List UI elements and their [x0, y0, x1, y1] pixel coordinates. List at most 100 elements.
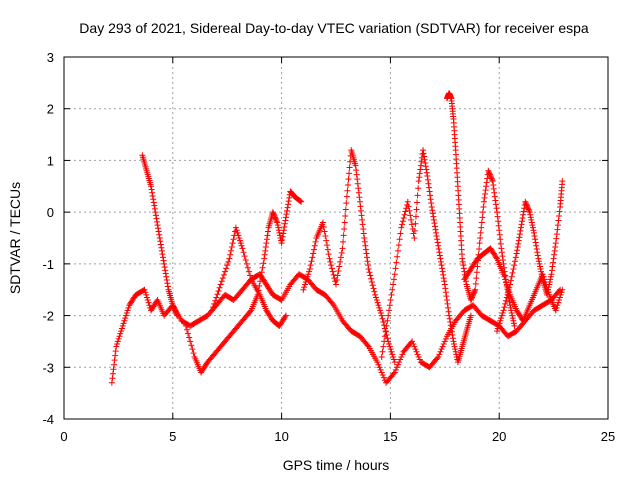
data-point: [540, 273, 547, 280]
data-point: [459, 258, 466, 265]
data-point: [112, 352, 119, 359]
data-point: [259, 264, 266, 271]
data-point: [556, 294, 563, 301]
data-point: [393, 259, 400, 266]
data-point: [446, 312, 453, 319]
data-point: [500, 307, 507, 314]
data-point: [309, 254, 316, 261]
data-point: [424, 172, 431, 179]
data-point: [279, 233, 286, 240]
data-point: [190, 350, 197, 357]
data-point: [334, 272, 341, 279]
grid-lines: [64, 57, 608, 419]
y-tick-label: -2: [42, 309, 54, 324]
data-point: [442, 289, 449, 296]
data-point: [263, 236, 270, 243]
data-point: [125, 304, 132, 311]
data-point: [493, 254, 500, 261]
data-point: [517, 224, 524, 231]
data-point: [492, 201, 499, 208]
data-point: [157, 241, 164, 248]
data-point: [363, 250, 370, 257]
data-point: [503, 297, 509, 304]
data-point: [359, 216, 366, 223]
data-point: [503, 294, 510, 301]
data-point: [452, 346, 459, 353]
data-point: [414, 199, 421, 206]
series-sat-e: [300, 147, 398, 366]
data-point: [353, 167, 360, 174]
data-point: [482, 191, 489, 198]
data-point: [437, 258, 444, 265]
data-point: [378, 312, 385, 319]
data-point: [434, 236, 441, 243]
data-point: [435, 245, 442, 252]
data-point: [517, 227, 524, 234]
data-point: [386, 341, 393, 348]
data-point: [413, 206, 420, 213]
data-point: [312, 238, 319, 245]
data-point: [164, 280, 171, 287]
data-point: [142, 289, 149, 296]
data-point: [533, 245, 540, 252]
data-point: [469, 293, 476, 300]
data-point: [356, 198, 363, 205]
data-point: [144, 297, 151, 304]
data-point: [280, 230, 287, 237]
data-point: [240, 249, 247, 256]
data-point: [362, 242, 369, 249]
data-point: [274, 219, 281, 226]
data-point: [523, 202, 530, 209]
data-point: [310, 250, 317, 257]
data-point: [114, 338, 121, 345]
data-point: [542, 281, 549, 288]
data-point: [111, 357, 118, 364]
data-point: [510, 317, 517, 324]
data-point: [282, 312, 289, 319]
data-point: [335, 267, 342, 274]
data-point: [395, 242, 402, 249]
x-tick-label: 5: [169, 429, 176, 444]
data-point: [537, 266, 544, 273]
data-point: [358, 207, 365, 214]
data-point: [442, 285, 449, 292]
data-point: [471, 289, 478, 296]
data-point: [155, 225, 162, 232]
data-point: [426, 188, 433, 195]
data-point: [486, 170, 493, 177]
data-point: [508, 273, 515, 280]
data-point: [478, 224, 485, 231]
data-point: [387, 297, 394, 304]
data-point: [477, 229, 484, 236]
data-point: [162, 267, 169, 274]
data-point: [509, 269, 516, 276]
data-point: [527, 211, 534, 218]
data-point: [427, 196, 434, 203]
data-point: [333, 277, 340, 284]
data-point: [482, 187, 489, 194]
data-point: [428, 203, 435, 210]
data-point: [412, 220, 419, 227]
data-point: [368, 275, 375, 282]
data-point: [213, 294, 220, 301]
data-point: [555, 217, 562, 224]
data-point: [342, 213, 349, 220]
data-point: [337, 258, 344, 265]
data-point: [423, 169, 430, 176]
data-point: [386, 307, 393, 314]
data-point: [278, 237, 285, 244]
data-point: [514, 244, 521, 251]
data-point: [430, 216, 437, 223]
data-point: [416, 174, 423, 181]
x-axis-label: GPS time / hours: [283, 457, 390, 473]
data-point: [495, 218, 502, 225]
data-point: [210, 304, 217, 311]
data-point: [239, 245, 246, 252]
data-point: [302, 278, 309, 285]
data-point: [342, 206, 349, 213]
data-point: [421, 156, 428, 163]
data-point: [123, 312, 130, 319]
data-point: [215, 288, 222, 295]
